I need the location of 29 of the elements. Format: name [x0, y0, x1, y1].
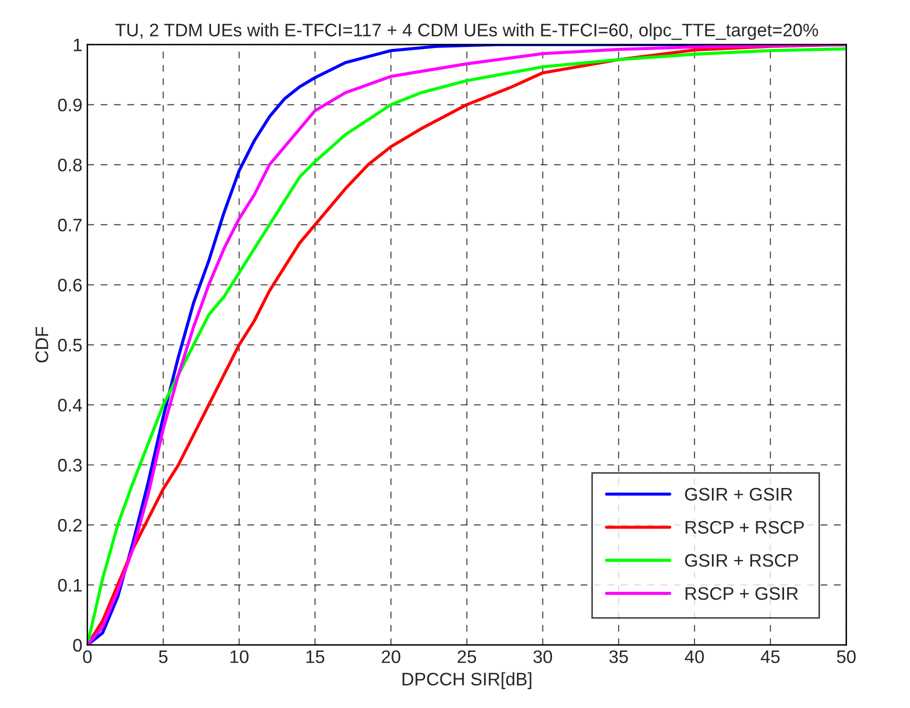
legend-label: GSIR + GSIR: [685, 488, 792, 501]
y-tick-label: 0.6: [58, 278, 82, 292]
x-axis-title: DPCCH SIR[dB]: [402, 672, 532, 690]
y-tick-label: 0.3: [58, 458, 82, 472]
x-tick-label: 10: [230, 650, 248, 664]
y-tick-label: 0.2: [58, 518, 82, 532]
x-tick-label: 40: [684, 650, 704, 664]
x-tick-label: 5: [158, 650, 168, 664]
legend-label: RSCP + GSIR: [686, 587, 798, 600]
x-tick-label: 25: [458, 650, 476, 664]
x-tick-label: 45: [760, 650, 780, 664]
y-tick-label: 0: [73, 638, 82, 652]
x-tick-label: 0: [83, 650, 92, 664]
y-tick-label: 0.8: [58, 158, 82, 172]
y-tick-label: 0.1: [58, 578, 82, 592]
x-tick-label: 35: [609, 650, 628, 664]
y-tick-label: 0.9: [58, 98, 82, 112]
legend-label: GSIR + RSCP: [685, 554, 798, 567]
y-tick-label: 0.5: [58, 338, 82, 352]
y-tick-label: 0.4: [58, 398, 82, 412]
x-tick-label: 15: [306, 650, 324, 664]
x-tick-label: 30: [533, 650, 552, 664]
y-tick-label: 0.7: [58, 218, 82, 232]
legend-label: RSCP + RSCP: [686, 520, 804, 534]
y-tick-label: 1: [74, 38, 82, 52]
y-axis-title: CDF: [35, 326, 48, 362]
x-tick-label: 50: [836, 650, 856, 664]
chart-title: TU, 2 TDM UEs with E-TFCI=117 + 4 CDM UEs with E-TFCI=60, olpc_TTE_target=20%: [115, 23, 818, 40]
x-tick-label: 20: [382, 650, 400, 664]
